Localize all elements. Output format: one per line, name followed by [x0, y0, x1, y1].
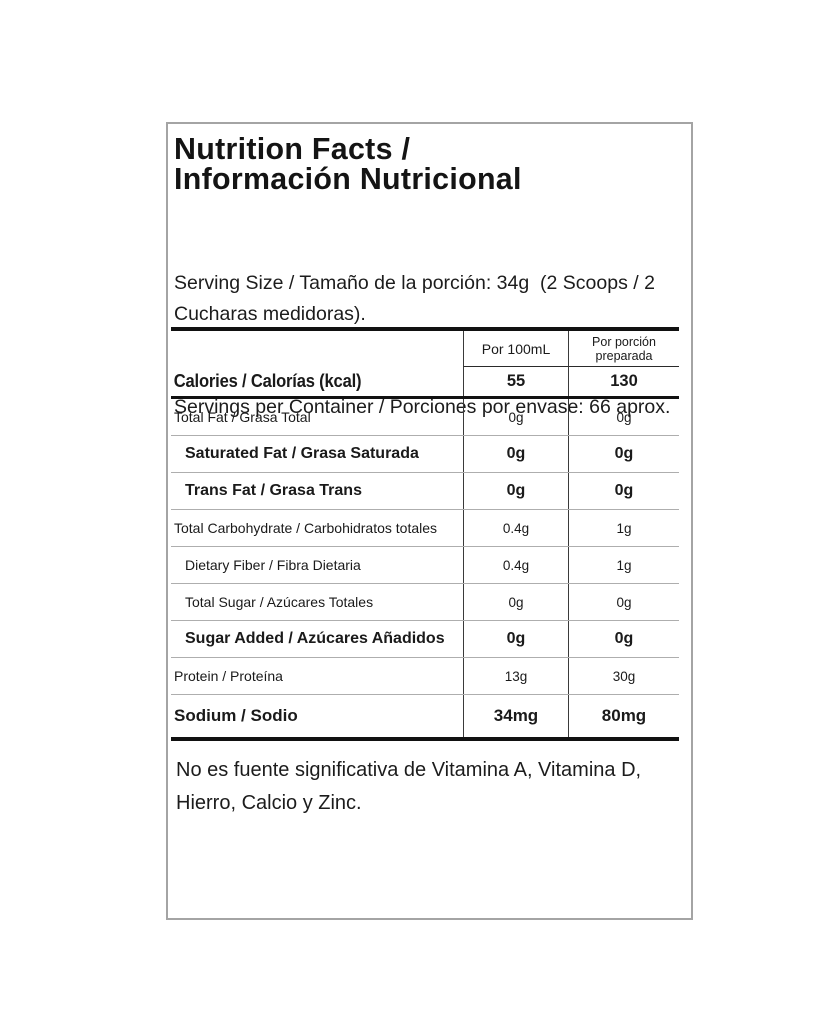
per-100ml-value: 0.4g	[463, 510, 568, 546]
per-portion-value: 80mg	[568, 695, 679, 737]
calories-label: Calories / Calorías (kcal)	[173, 371, 362, 391]
nutrient-label: Total Fat / Grasa Total	[174, 409, 311, 425]
nutrient-label: Trans Fat / Grasa Trans	[185, 482, 362, 499]
table-header-row: Por 100mL Por porción preparada	[171, 331, 679, 367]
nutrition-table: Por 100mL Por porción preparada Calories…	[171, 327, 679, 741]
nutrient-label: Protein / Proteína	[174, 668, 283, 684]
label-title-line1: Nutrition Facts /	[174, 131, 411, 166]
table-row-total-sugar: Total Sugar / Azúcares Totales 0g 0g	[171, 583, 679, 620]
label-title: Nutrition Facts / Información Nutriciona…	[174, 131, 522, 196]
per-portion-value: 0g	[568, 436, 679, 472]
per-portion-value: 0g	[568, 584, 679, 620]
column-header-per-100ml: Por 100mL	[463, 331, 568, 367]
per-100ml-value: 34mg	[463, 695, 568, 737]
per-100ml-value: 0g	[463, 584, 568, 620]
nutrient-label: Dietary Fiber / Fibra Dietaria	[185, 557, 361, 573]
nutrient-rows: Total Fat / Grasa Total 0g 0g Saturated …	[171, 399, 679, 737]
calories-row: Calories / Calorías (kcal) 55 130	[171, 367, 679, 396]
serving-size-text: Serving Size / Tamaño de la porción: 34g…	[174, 272, 661, 325]
per-portion-value: 0g	[568, 473, 679, 509]
per-100ml-value: 0g	[463, 473, 568, 509]
label-title-line2: Información Nutricional	[174, 161, 522, 196]
per-portion-value: 1g	[568, 510, 679, 546]
calories-section: Por 100mL Por porción preparada Calories…	[171, 331, 679, 399]
per-portion-value: 1g	[568, 547, 679, 583]
per-portion-value: 0g	[568, 399, 679, 435]
table-row-total-carbohydrate: Total Carbohydrate / Carbohidratos total…	[171, 509, 679, 546]
serving-info: Serving Size / Tamaño de la porción: 34g…	[174, 206, 686, 485]
per-100ml-value: 13g	[463, 658, 568, 694]
per-100ml-value: 0g	[463, 436, 568, 472]
calories-per-portion-value: 130	[568, 367, 679, 396]
nutrient-label: Total Sugar / Azúcares Totales	[185, 594, 374, 610]
table-row-total-fat: Total Fat / Grasa Total 0g 0g	[171, 399, 679, 435]
servings-per-container-text: Servings per Container / Porciones por e…	[174, 396, 671, 418]
per-100ml-value: 0.4g	[463, 547, 568, 583]
table-row-dietary-fiber: Dietary Fiber / Fibra Dietaria 0.4g 1g	[171, 546, 679, 583]
table-row-trans-fat: Trans Fat / Grasa Trans 0g 0g	[171, 472, 679, 509]
table-row-sodium: Sodium / Sodio 34mg 80mg	[171, 694, 679, 737]
nutrition-label-panel: Nutrition Facts / Información Nutriciona…	[166, 122, 693, 920]
column-header-per-portion: Por porción preparada	[568, 331, 679, 367]
nutrient-label: Total Carbohydrate / Carbohidratos total…	[174, 520, 438, 536]
calories-per-100ml-value: 55	[463, 367, 568, 396]
nutrient-label: Saturated Fat / Grasa Saturada	[185, 445, 419, 462]
per-100ml-value: 0g	[463, 621, 568, 657]
nutrient-label: Sugar Added / Azúcares Añadidos	[185, 630, 445, 647]
header-spacer-cell	[171, 331, 463, 367]
table-row-saturated-fat: Saturated Fat / Grasa Saturada 0g 0g	[171, 435, 679, 472]
table-row-protein: Protein / Proteína 13g 30g	[171, 657, 679, 694]
footnote-text: No es fuente significativa de Vitamina A…	[176, 759, 642, 814]
per-100ml-value: 0g	[463, 399, 568, 435]
per-portion-value: 30g	[568, 658, 679, 694]
per-portion-value: 0g	[568, 621, 679, 657]
table-row-sugar-added: Sugar Added / Azúcares Añadidos 0g 0g	[171, 620, 679, 657]
nutrient-label: Sodium / Sodio	[174, 706, 298, 725]
